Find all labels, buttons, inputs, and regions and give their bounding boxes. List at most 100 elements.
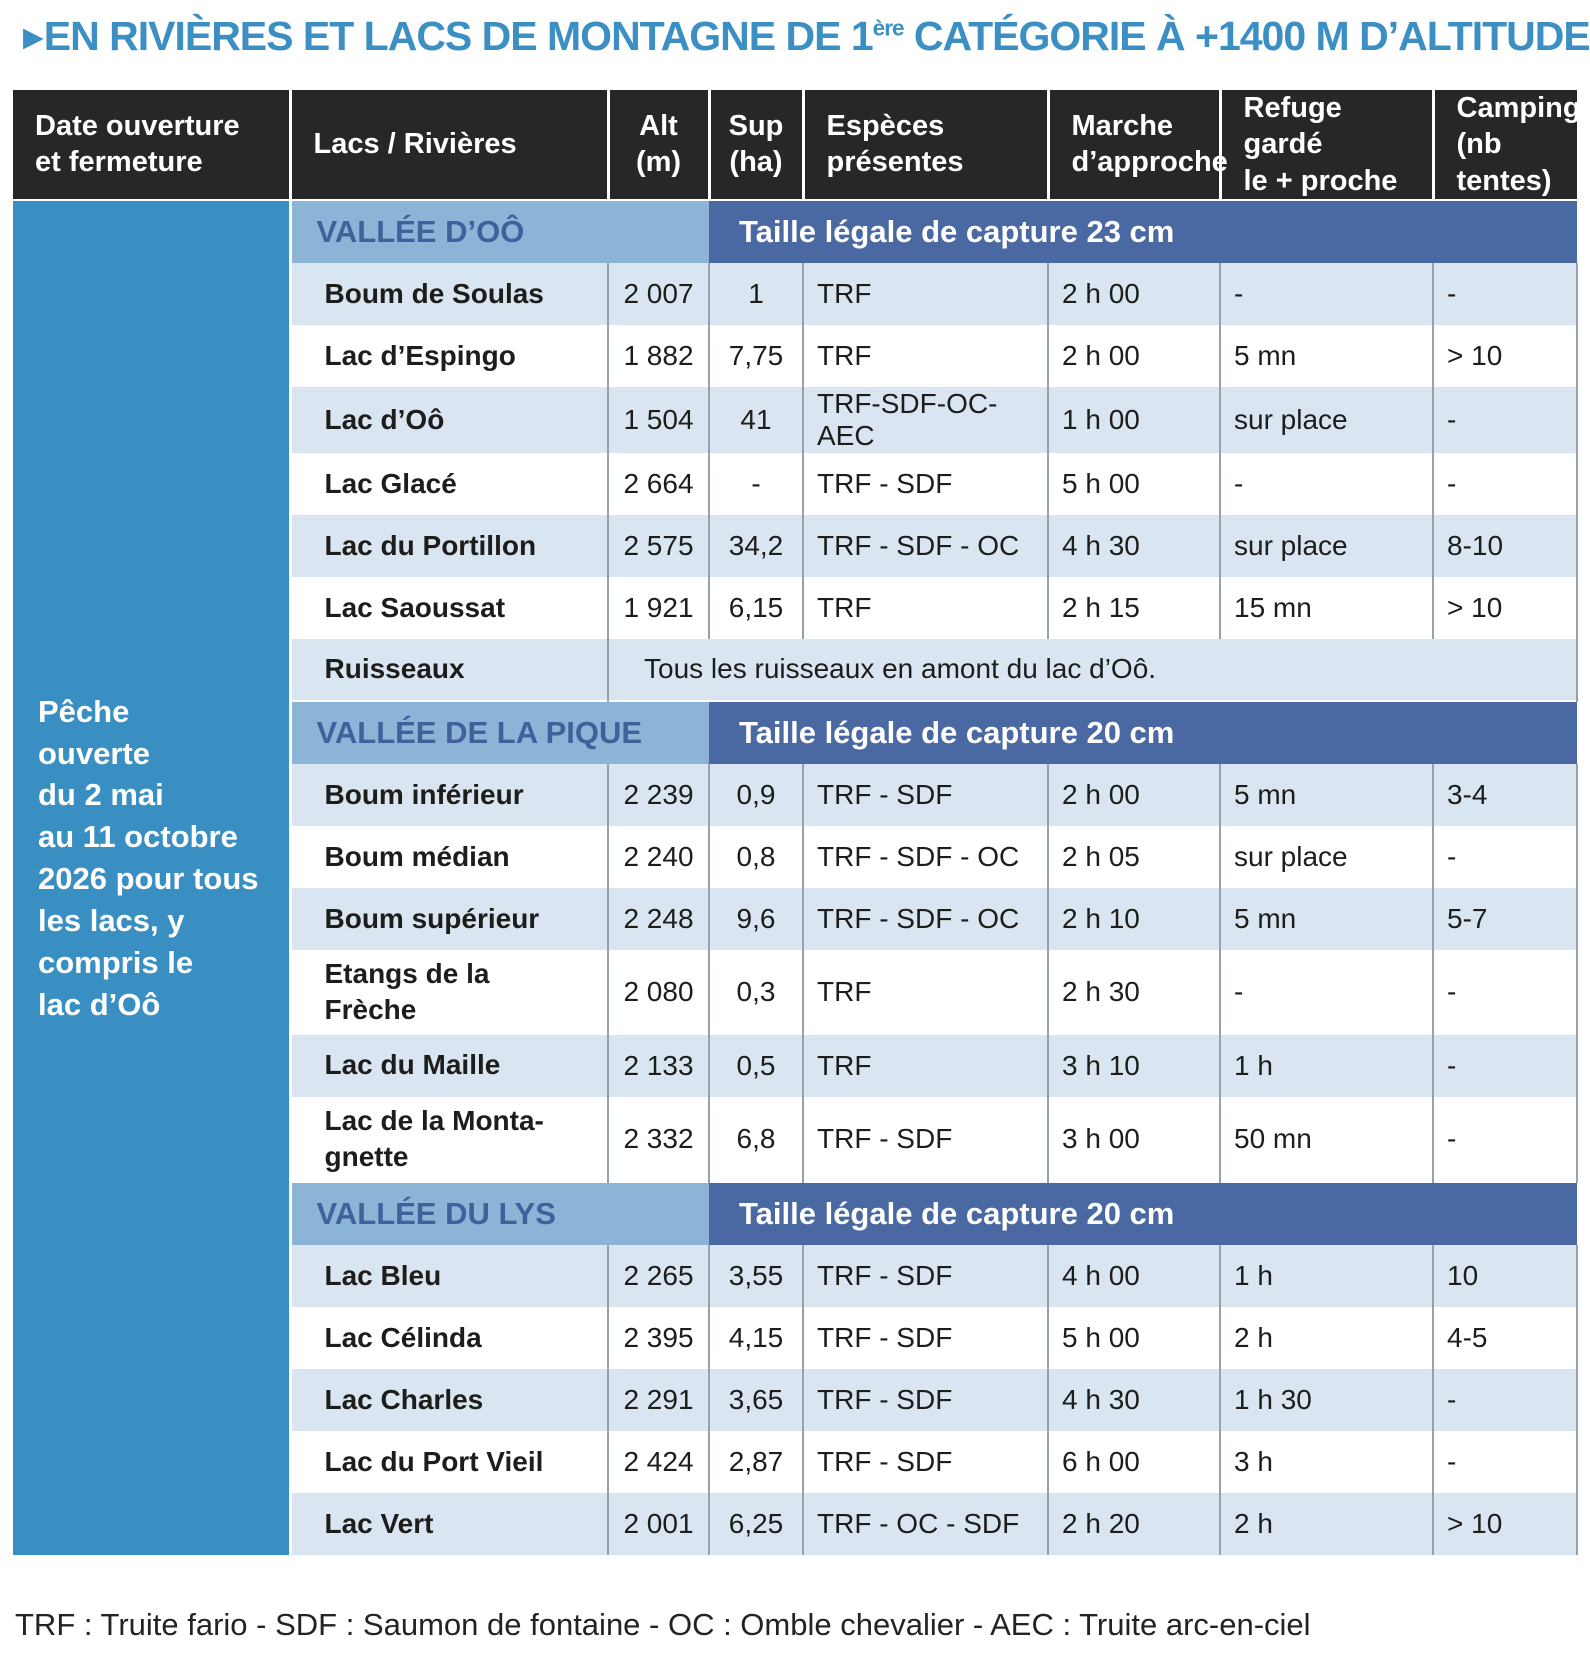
species-cell: TRF: [802, 949, 1048, 1035]
species-cell: TRF - SDF - OC: [802, 514, 1048, 577]
header-sup: Sup (ha): [707, 90, 803, 200]
lake-row: Lac du Portillon 2 575 34,2 TRF - SDF - OC 4…: [13, 514, 1578, 577]
camping-cell: -: [1432, 1369, 1578, 1432]
approach-cell: 2 h 05: [1047, 825, 1220, 888]
sup-cell: 0,3: [708, 949, 803, 1035]
alt-cell: 2 291: [607, 1369, 709, 1432]
refuge-cell: 1 h 30: [1219, 1369, 1433, 1432]
refuge-cell: 50 mn: [1219, 1096, 1433, 1183]
alt-cell: 2 239: [607, 763, 709, 826]
species-cell: TRF - OC - SDF: [802, 1493, 1048, 1556]
lake-row: Boum inférieur 2 239 0,9 TRF - SDF 2 h 00 5 m…: [13, 763, 1578, 826]
camping-cell: -: [1432, 1096, 1578, 1183]
alt-cell: 2 575: [607, 514, 709, 577]
camping-cell: -: [1432, 1431, 1578, 1494]
alt-cell: 1 921: [607, 576, 709, 639]
camping-cell: 3-4: [1432, 763, 1578, 826]
header-refuge: Refuge gardé le + proche: [1218, 90, 1433, 200]
approach-cell: 5 h 00: [1047, 1307, 1220, 1370]
lake-name-cell: Lac du Maille: [290, 1034, 608, 1097]
camping-cell: -: [1432, 1034, 1578, 1097]
lake-name-cell: Etangs de la Frèche: [290, 949, 608, 1035]
refuge-cell: 15 mn: [1219, 576, 1433, 639]
species-cell: TRF - SDF: [802, 1245, 1048, 1308]
camping-cell: -: [1432, 949, 1578, 1035]
streams-text-cell: Tous les ruisseaux en amont du lac d’Oô.: [607, 638, 1578, 701]
lake-name-cell: Boum de Soulas: [290, 262, 608, 325]
refuge-cell: 3 h: [1219, 1431, 1433, 1494]
camping-cell: > 10: [1432, 1493, 1578, 1556]
header-species: Espèces présentes: [801, 90, 1048, 200]
camping-cell: -: [1432, 262, 1578, 325]
sup-cell: 1: [708, 262, 803, 325]
lake-row: Etangs de la Frèche 2 080 0,3 TRF 2 h 30- -: [13, 949, 1578, 1035]
header-date: Date ouverture et fermeture: [13, 90, 290, 200]
species-cell: TRF - SDF: [802, 1096, 1048, 1183]
lake-name-cell: Lac d’Oô: [290, 386, 608, 453]
approach-cell: 4 h 30: [1047, 1369, 1220, 1432]
page-title-text: EN RIVIÈRES ET LACS DE MONTAGNE DE 1: [43, 13, 874, 59]
lakes-table: Date ouverture et fermeture Lacs / Riviè…: [13, 90, 1581, 1556]
page-title-sup: ère: [872, 15, 905, 41]
lake-name-cell: Lac Saoussat: [290, 576, 608, 639]
refuge-cell: sur place: [1219, 386, 1433, 453]
lake-row: Lac Bleu 2 265 3,55 TRF - SDF 4 h 00 1 h 10: [13, 1245, 1578, 1308]
sup-cell: 6,25: [708, 1493, 803, 1556]
header-alt: Alt (m): [606, 90, 709, 200]
refuge-cell: -: [1219, 452, 1433, 515]
streams-label-cell: Ruisseaux: [290, 638, 608, 701]
lake-name-cell: Lac Charles: [290, 1369, 608, 1432]
sup-cell: 3,55: [708, 1245, 803, 1308]
title-row: ▶ EN RIVIÈRES ET LACS DE MONTAGNE DE 1èr…: [13, 13, 1590, 60]
header-approach: Marche d’approche: [1046, 90, 1228, 200]
lake-name-cell: Lac Bleu: [290, 1245, 608, 1308]
lake-row: Lac Vert 2 001 6,25 TRF - OC - SDF 2 h 20 2 h…: [13, 1493, 1578, 1556]
lake-row: Lac du Port Vieil 2 424 2,87 TRF - SDF 6 h 0…: [13, 1431, 1578, 1494]
approach-cell: 1 h 00: [1047, 386, 1220, 453]
table-header-row: Date ouverture et fermeture Lacs / Riviè…: [13, 90, 1581, 200]
approach-cell: 2 h 00: [1047, 324, 1220, 387]
refuge-cell: sur place: [1219, 825, 1433, 888]
refuge-cell: 5 mn: [1219, 887, 1433, 950]
table-body: Pêche ouverte du 2 mai au 11 octobre 202…: [13, 198, 1578, 1556]
lake-row: Lac Charles 2 291 3,65 TRF - SDF 4 h 30 1 h 3…: [13, 1369, 1578, 1432]
section-name-cell: VALLÉE D’OÔ: [290, 198, 709, 263]
table-header: Date ouverture et fermeture Lacs / Riviè…: [13, 90, 1581, 200]
lake-row: Lac d’Oô 1 504 41 TRF-SDF-OC-AEC 1 h 00 sur p…: [13, 386, 1578, 453]
species-cell: TRF: [802, 262, 1048, 325]
species-cell: TRF - SDF - OC: [802, 825, 1048, 888]
approach-cell: 2 h 15: [1047, 576, 1220, 639]
approach-cell: 2 h 10: [1047, 887, 1220, 950]
approach-cell: 6 h 00: [1047, 1431, 1220, 1494]
sup-cell: 9,6: [708, 887, 803, 950]
camping-cell: 4-5: [1432, 1307, 1578, 1370]
refuge-cell: -: [1219, 949, 1433, 1035]
approach-cell: 3 h 10: [1047, 1034, 1220, 1097]
alt-cell: 2 395: [607, 1307, 709, 1370]
lake-name-cell: Boum inférieur: [290, 763, 608, 826]
sup-cell: 6,8: [708, 1096, 803, 1183]
species-cell: TRF-SDF-OC-AEC: [802, 386, 1048, 453]
lake-name-cell: Lac du Port Vieil: [290, 1431, 608, 1494]
section-rule-cell: Taille légale de capture 23 cm: [709, 198, 1577, 263]
sup-cell: 2,87: [708, 1431, 803, 1494]
alt-cell: 2 001: [607, 1493, 709, 1556]
camping-cell: 5-7: [1432, 887, 1578, 950]
streams-row: Ruisseaux Tous les ruisseaux en amont du …: [13, 638, 1578, 701]
approach-cell: 4 h 30: [1047, 514, 1220, 577]
lake-name-cell: Lac Célinda: [290, 1307, 608, 1370]
refuge-cell: 2 h: [1219, 1307, 1433, 1370]
camping-cell: 8-10: [1432, 514, 1578, 577]
lake-row: Lac du Maille 2 133 0,5 TRF 3 h 10 1 h-: [13, 1034, 1578, 1097]
lake-row: Boum supérieur 2 248 9,6 TRF - SDF - OC 2 h …: [13, 887, 1578, 950]
approach-cell: 2 h 30: [1047, 949, 1220, 1035]
lake-row: Lac de la Monta- gnette 2 332 6,8 TRF - SDF…: [13, 1096, 1578, 1183]
lake-name-cell: Lac de la Monta- gnette: [290, 1096, 608, 1183]
section-name-cell: VALLÉE DU LYS: [290, 1181, 709, 1246]
camping-cell: 10: [1432, 1245, 1578, 1308]
alt-cell: 2 664: [607, 452, 709, 515]
alt-cell: 2 248: [607, 887, 709, 950]
refuge-cell: 5 mn: [1219, 324, 1433, 387]
lake-row: Lac Saoussat 1 921 6,15 TRF 2 h 15 15 mn > 10: [13, 576, 1578, 639]
approach-cell: 2 h 00: [1047, 763, 1220, 826]
